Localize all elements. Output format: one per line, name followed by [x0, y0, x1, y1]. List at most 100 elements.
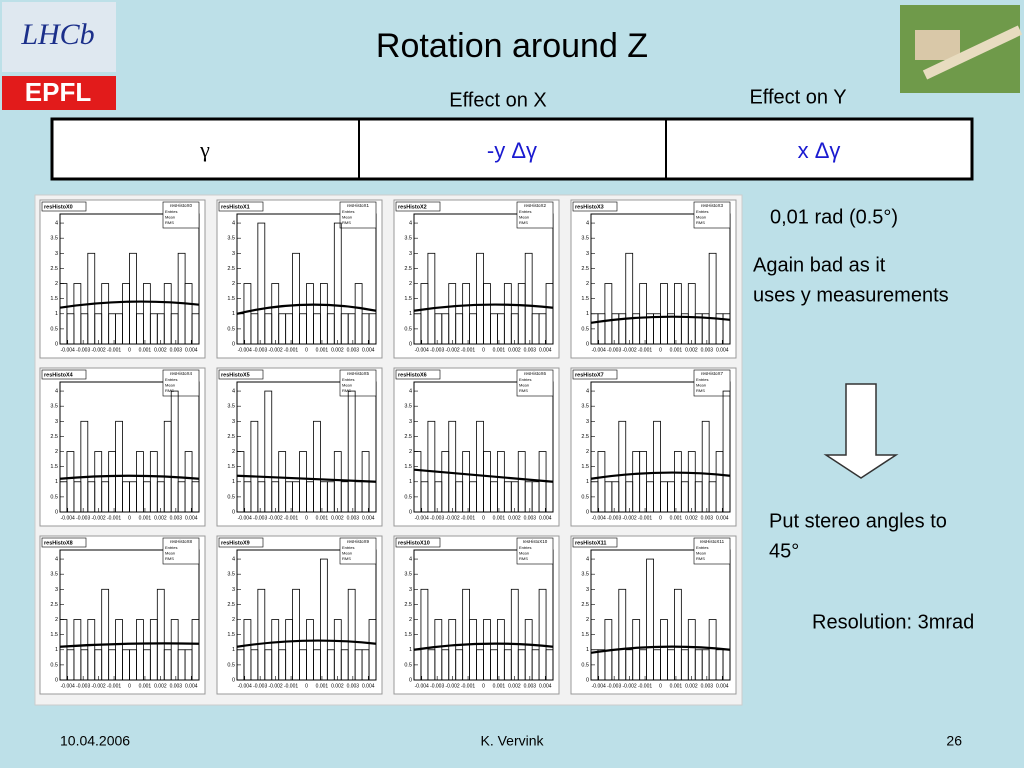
- histogram-bin: [347, 588, 356, 681]
- x-tick-label: 0.003: [170, 515, 183, 521]
- fit-curve: [59, 642, 200, 648]
- x-tick-label: 0.004: [185, 515, 198, 521]
- histogram-title: resHistoX9: [221, 540, 250, 546]
- y-tick-label: 2.5: [50, 434, 58, 440]
- stats-label: RMS: [519, 220, 528, 225]
- y-tick-label: 3: [586, 419, 589, 425]
- histogram-bin: [510, 588, 519, 681]
- y-tick-label: 3.5: [404, 236, 412, 242]
- footer-page: 26: [946, 733, 962, 749]
- fit-curve: [413, 642, 554, 651]
- x-tick-label: 0: [659, 347, 662, 353]
- x-tick-label: 0.003: [170, 683, 183, 689]
- stats-box: [693, 201, 731, 229]
- y-tick-label: 3.5: [50, 572, 58, 578]
- x-tick-label: -0.001: [107, 683, 121, 689]
- stats-label: Mean: [165, 383, 175, 388]
- note: Put stereo angles to: [769, 510, 947, 532]
- x-tick-label: 0.002: [154, 347, 167, 353]
- x-tick-label: -0.003: [76, 347, 90, 353]
- x-tick-label: -0.002: [269, 683, 283, 689]
- x-tick-label: 0.004: [185, 683, 198, 689]
- y-tick-label: 3.5: [50, 404, 58, 410]
- y-tick-label: 0.5: [581, 326, 589, 332]
- stats-label: RMS: [165, 220, 174, 225]
- x-tick-label: 0.003: [524, 347, 537, 353]
- x-tick-label: -0.001: [461, 683, 475, 689]
- histogram-bin: [156, 588, 165, 681]
- y-tick-label: 1: [409, 311, 412, 317]
- stats-label: Mean: [519, 383, 529, 388]
- x-tick-label: 0.002: [685, 515, 698, 521]
- x-tick-label: -0.001: [638, 347, 652, 353]
- histogram-title: resHistoX2: [398, 204, 427, 210]
- x-tick-label: -0.002: [623, 683, 637, 689]
- x-tick-label: 0.002: [331, 683, 344, 689]
- fit-curve: [413, 468, 554, 483]
- histogram-bin: [292, 252, 300, 345]
- stats-title: resHistoX9: [347, 539, 370, 544]
- y-tick-label: 0: [586, 509, 589, 515]
- x-tick-label: 0.002: [331, 347, 344, 353]
- title-box: [218, 537, 264, 548]
- histogram-bin: [653, 420, 661, 513]
- x-tick-label: -0.001: [461, 515, 475, 521]
- x-tick-label: 0.004: [362, 347, 375, 353]
- histogram-title: resHistoX8: [44, 540, 73, 546]
- note: 45°: [769, 540, 799, 562]
- x-tick-label: -0.004: [415, 347, 429, 353]
- footer-author: K. Vervink: [480, 733, 544, 749]
- x-tick-label: -0.004: [238, 347, 252, 353]
- slide-title: Rotation around Z: [376, 27, 648, 65]
- x-tick-label: 0.002: [154, 515, 167, 521]
- x-tick-label: -0.001: [638, 515, 652, 521]
- y-tick-label: 1: [55, 479, 58, 485]
- y-tick-label: 0: [409, 341, 412, 347]
- y-tick-label: 2: [586, 449, 589, 455]
- y-tick-label: 3: [586, 251, 589, 257]
- x-tick-label: 0.002: [508, 683, 521, 689]
- histogram-title: resHistoX5: [221, 372, 250, 378]
- histogram-bin: [448, 420, 457, 513]
- x-tick-label: 0.003: [347, 683, 360, 689]
- x-tick-label: -0.001: [284, 515, 298, 521]
- histogram-bin: [538, 588, 547, 681]
- histogram-bin: [313, 420, 321, 513]
- y-tick-label: 2: [55, 449, 58, 455]
- y-tick-label: 0.5: [50, 494, 58, 500]
- histogram-title: resHistoX0: [44, 204, 73, 210]
- y-tick-label: 2: [586, 281, 589, 287]
- stats-label: Mean: [342, 215, 352, 220]
- x-tick-label: 0.004: [362, 683, 375, 689]
- y-tick-label: 2: [232, 449, 235, 455]
- y-tick-label: 0.5: [404, 662, 412, 668]
- logo-epfl-bg: [2, 76, 116, 110]
- y-tick-label: 4: [409, 389, 412, 395]
- x-tick-label: 0.001: [139, 683, 152, 689]
- histogram-bin: [115, 420, 123, 513]
- x-tick-label: -0.002: [92, 683, 106, 689]
- x-tick-label: 0.003: [524, 683, 537, 689]
- y-tick-label: 4: [232, 389, 235, 395]
- x-tick-label: -0.003: [607, 683, 621, 689]
- y-tick-label: 0.5: [227, 494, 235, 500]
- stats-label: Entries: [165, 377, 177, 382]
- logo-epfl: EPFL: [25, 77, 92, 107]
- note: Resolution: 3mrad: [812, 611, 974, 633]
- y-tick-label: 0: [586, 341, 589, 347]
- stats-label: Entries: [696, 377, 708, 382]
- y-tick-label: 4: [55, 221, 58, 227]
- x-tick-label: 0.001: [139, 347, 152, 353]
- histogram-bin: [129, 252, 137, 345]
- y-tick-label: 3.5: [227, 236, 235, 242]
- x-tick-label: -0.001: [107, 515, 121, 521]
- x-tick-label: -0.002: [92, 515, 106, 521]
- table: [50, 117, 974, 181]
- x-tick-label: 0.003: [347, 347, 360, 353]
- y-tick-label: 3.5: [227, 404, 235, 410]
- stats-box: [693, 369, 731, 397]
- stats-title: resHistoX2: [524, 203, 547, 208]
- histogram-title: resHistoX3: [575, 204, 604, 210]
- y-tick-label: 1.5: [581, 632, 589, 638]
- fit-curve: [236, 303, 377, 315]
